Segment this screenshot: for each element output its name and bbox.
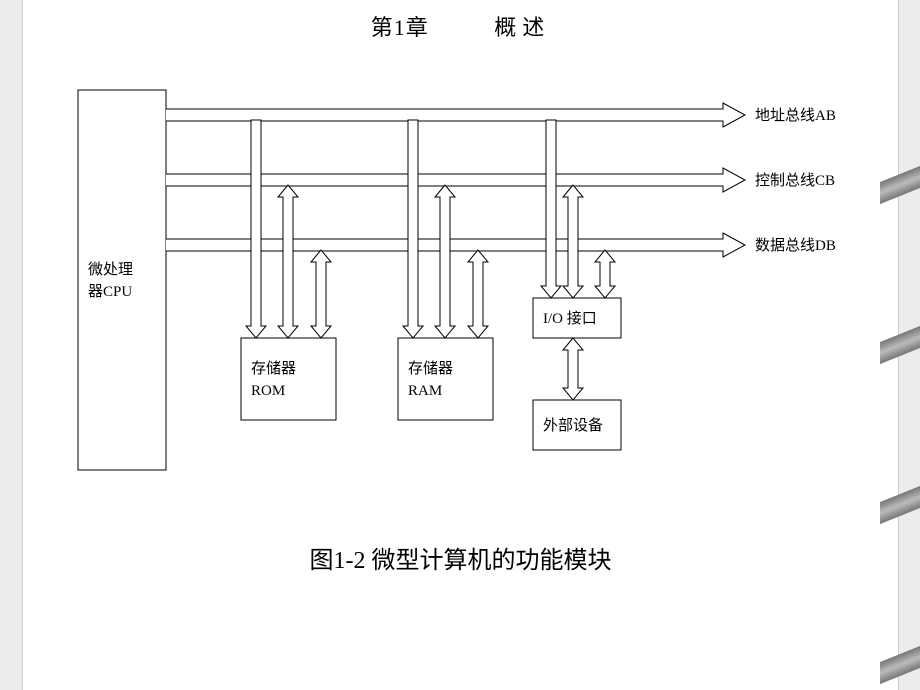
ram-block <box>398 338 493 420</box>
diagram-svg: 微处理器CPU 地址总线AB 控制总线CB 数据总线DB 存储器 ROM 存储器 RAM I/O… <box>53 80 893 500</box>
cpu-block-label: 微处理 <box>88 261 133 278</box>
cpu-block-label: 器CPU <box>88 284 132 300</box>
rom-block <box>241 338 336 420</box>
bus-label: 数据总线DB <box>755 237 836 254</box>
bus-label: 地址总线AB <box>755 107 836 124</box>
io-block-label: I/O 接口 <box>543 310 597 327</box>
connector-arrow <box>246 120 266 338</box>
figure-caption: 图1-2 微型计算机的功能模块 <box>23 540 898 575</box>
connector-arrow <box>311 250 331 338</box>
connector-arrow <box>595 250 615 298</box>
ext-block-label: 外部设备 <box>543 417 603 434</box>
slide: 第1章 概述 微处理器CPU 地址总线AB 控制总线CB 数据总线DB 存储器 ROM 存储… <box>22 0 899 690</box>
chapter-label: 第1章 <box>371 15 429 40</box>
connector-arrow <box>563 338 583 400</box>
rom-block-label: 存储器 <box>251 360 296 377</box>
connector-arrow <box>278 185 298 338</box>
rom-block-label: ROM <box>251 383 285 399</box>
ram-block-label: 存储器 <box>408 360 453 377</box>
ram-block-label: RAM <box>408 383 442 399</box>
connector-arrow <box>541 120 561 298</box>
slide-header: 第1章 概述 <box>23 0 898 42</box>
bus-label: 控制总线CB <box>755 172 835 189</box>
diagram: 微处理器CPU 地址总线AB 控制总线CB 数据总线DB 存储器 ROM 存储器 RAM I/O… <box>53 80 893 500</box>
connector-arrow <box>435 185 455 338</box>
connector-arrow <box>403 120 423 338</box>
chapter-title: 概述 <box>494 15 550 40</box>
connector-arrow <box>468 250 488 338</box>
cpu-block <box>78 90 166 470</box>
